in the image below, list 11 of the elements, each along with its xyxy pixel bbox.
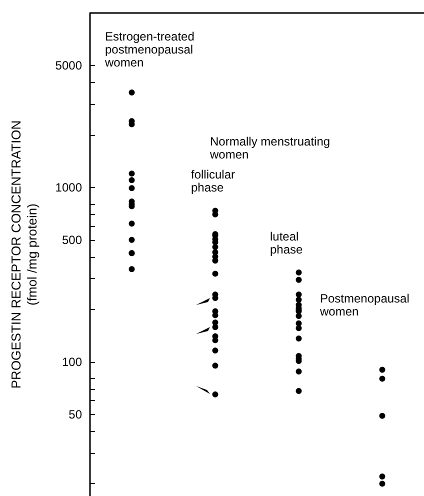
annotation: Estrogen-treated postmenopausal women (104, 30, 198, 70)
y-tick-label: 100 (62, 354, 82, 369)
y-tick-label: 500 (62, 232, 82, 247)
annotation: Normally menstruating women (209, 134, 334, 162)
annotation: follicular phase (191, 168, 238, 194)
y-tick-label: 50 (68, 407, 82, 422)
y-tick-label: 1000 (55, 180, 82, 194)
y-axis-title: PROGESTIN RECEPTOR CONCENTRATION (fmol /mg protein) (8, 120, 40, 389)
annotation: Postmenopausal women (319, 292, 413, 318)
y-tick-label: 5000 (55, 58, 82, 72)
annotation: luteal phase (270, 230, 304, 256)
